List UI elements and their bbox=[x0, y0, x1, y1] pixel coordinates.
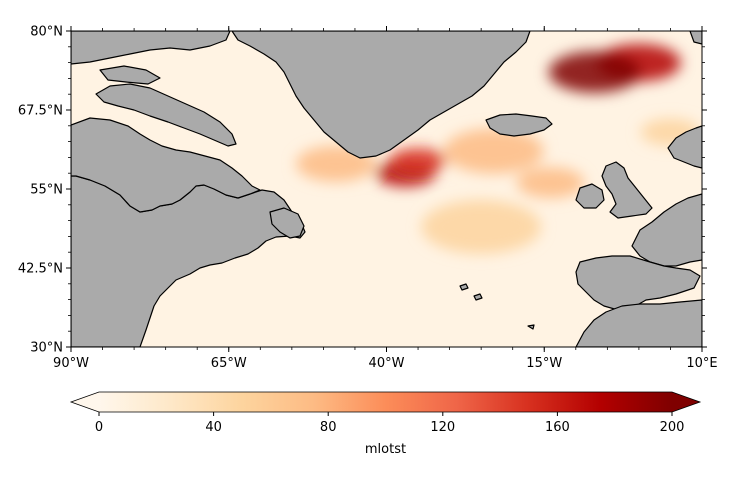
longitude-tick-label: 65°W bbox=[211, 356, 247, 371]
land-arctic-island-2 bbox=[99, 65, 161, 85]
longitude-tick-label: 15°W bbox=[526, 356, 562, 371]
field-hotspot bbox=[390, 147, 447, 174]
latitude-tick-label: 42.5°N bbox=[18, 262, 63, 277]
longitude-tick-label: 40°W bbox=[369, 356, 405, 371]
colorbar-gradient bbox=[99, 392, 672, 412]
land-norway bbox=[667, 125, 702, 169]
land-small-island-2 bbox=[473, 293, 483, 301]
colorbar-ticks: 0 40 80 120 160 200 bbox=[95, 412, 685, 435]
land-newfoundland bbox=[269, 207, 305, 239]
colorbar-label: mlotst bbox=[365, 442, 406, 457]
mixed-layer-depth-field bbox=[296, 43, 701, 254]
colorbar-tick-label: 80 bbox=[320, 420, 337, 435]
longitude-tick-label: 90°W bbox=[53, 356, 89, 371]
colorbar-tick-label: 0 bbox=[95, 420, 103, 435]
land-labrador bbox=[71, 117, 261, 213]
land-ireland bbox=[575, 183, 605, 209]
land-svalbard bbox=[689, 31, 702, 45]
land-europe bbox=[631, 193, 702, 267]
colorbar-max-extension bbox=[672, 392, 700, 412]
latitude-tick-label: 55°N bbox=[30, 183, 63, 198]
land-greenland bbox=[231, 31, 531, 159]
latitude-tick-label: 67.5°N bbox=[18, 104, 63, 119]
colorbar-tick-label: 40 bbox=[205, 420, 222, 435]
land-great-britain bbox=[601, 161, 653, 219]
land-small-island-3 bbox=[527, 324, 535, 330]
land-small-island-1 bbox=[459, 283, 469, 291]
latitude-tick-label: 80°N bbox=[30, 25, 63, 40]
field-hotspot bbox=[516, 167, 585, 198]
land-baffin-island bbox=[95, 83, 237, 147]
latitude-axis: 80°N 67.5°N 55°N 42.5°N 30°N bbox=[18, 25, 707, 356]
field-hotspot bbox=[443, 128, 544, 174]
colorbar-tick-label: 120 bbox=[430, 420, 455, 435]
land-masses bbox=[71, 31, 702, 347]
map-area bbox=[71, 31, 702, 347]
colorbar-tick-label: 160 bbox=[545, 420, 570, 435]
colorbar: 0 40 80 120 160 200 mlotst bbox=[69, 391, 702, 457]
latitude-tick-label: 30°N bbox=[30, 341, 63, 356]
land-iberia bbox=[575, 255, 701, 311]
field-hotspot bbox=[548, 51, 641, 93]
land-north-africa bbox=[575, 299, 702, 347]
colorbar-min-extension bbox=[71, 392, 99, 412]
land-arctic-islands bbox=[71, 31, 231, 65]
field-hotspot bbox=[421, 199, 542, 254]
longitude-tick-label: 10°E bbox=[686, 356, 717, 371]
colorbar-tick-label: 200 bbox=[660, 420, 685, 435]
longitude-axis: 90°W 65°W 40°W 15°W 10°E bbox=[53, 26, 718, 371]
land-iceland bbox=[485, 113, 553, 137]
